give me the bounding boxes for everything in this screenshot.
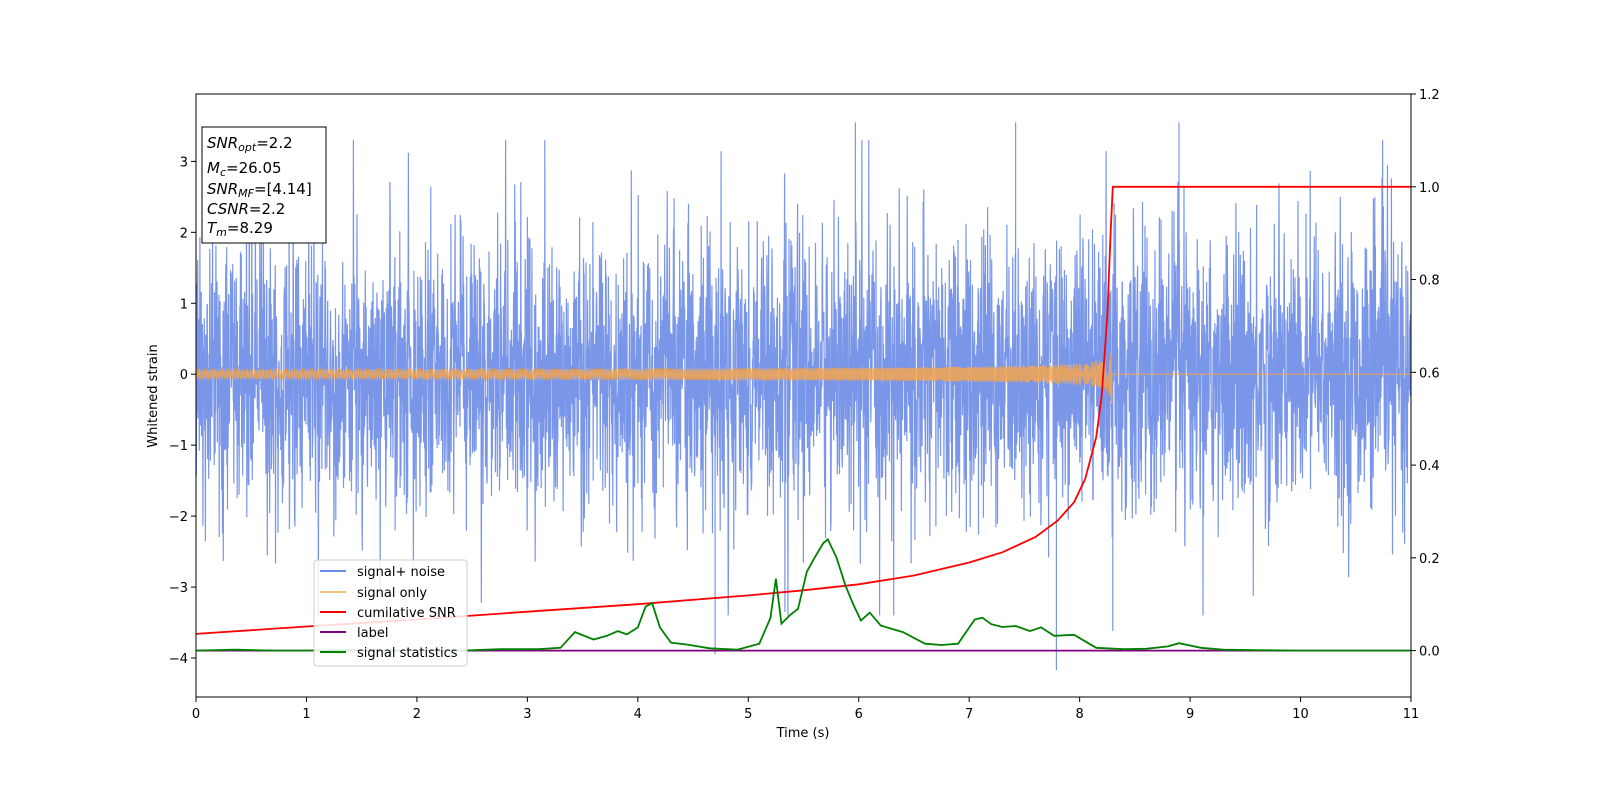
x-tick-label: 5 [744, 707, 752, 722]
left-y-tick-label: −2 [169, 510, 188, 525]
x-axis-label: Time (s) [776, 726, 830, 741]
x-axis: 0 1 2 3 4 5 6 7 8 9 10 11 [192, 697, 1419, 722]
x-tick-label: 10 [1292, 707, 1309, 722]
right-y-tick-label: 0.0 [1419, 645, 1440, 660]
x-tick-label: 4 [634, 707, 642, 722]
legend-item: cumilative SNR [320, 606, 456, 621]
x-tick-label: 3 [523, 707, 531, 722]
right-y-tick-label: 0.4 [1419, 459, 1440, 474]
legend-frame [313, 559, 468, 667]
series-cumulative-snr-line [196, 185, 1411, 635]
legend-label: label [357, 626, 388, 641]
info-chirp-mass: Mc=26.05 [207, 159, 282, 179]
left-y-tick-label: 3 [180, 155, 188, 170]
right-y-axis: 0.0 0.2 0.4 0.6 0.8 1.0 1.2 [1411, 88, 1440, 660]
right-y-tick-label: 0.8 [1419, 274, 1440, 289]
legend-label: signal+ noise [357, 565, 445, 580]
left-y-axis: −4 −3 −2 −1 0 1 2 3 [169, 155, 196, 667]
x-tick-label: 2 [413, 707, 421, 722]
right-y-tick-label: 1.0 [1419, 181, 1440, 196]
legend-label: signal only [357, 586, 427, 601]
info-merger-time: Tm=8.29 [207, 219, 273, 239]
x-tick-label: 1 [302, 707, 310, 722]
legend-label: signal statistics [357, 646, 458, 661]
right-y-tick-label: 0.2 [1419, 552, 1440, 567]
info-csnr: CSNR=2.2 [207, 200, 285, 218]
left-y-tick-label: −3 [169, 581, 188, 596]
legend-label: cumilative SNR [357, 606, 456, 621]
x-tick-label: 7 [965, 707, 973, 722]
left-y-tick-label: 0 [180, 368, 188, 383]
y-axis-label: Whitened strain [146, 344, 161, 447]
left-y-tick-label: −1 [169, 439, 188, 454]
series-signal-only-line [196, 352, 1411, 404]
left-y-tick-label: −4 [169, 652, 188, 667]
left-y-tick-label: 2 [180, 226, 188, 241]
legend-item: signal+ noise [320, 565, 445, 580]
right-y-tick-label: 0.6 [1419, 366, 1440, 381]
series-signal-statistics-line [196, 537, 1411, 652]
info-box: SNRopt=2.2 Mc=26.05 SNRMF=[4.14] CSNR=2.… [201, 126, 327, 244]
plot-frame [195, 93, 1412, 698]
x-tick-label: 6 [855, 707, 863, 722]
x-tick-label: 9 [1186, 707, 1194, 722]
x-tick-label: 8 [1075, 707, 1083, 722]
legend: signal+ noise signal only cumilative SNR… [313, 559, 468, 667]
x-tick-label: 11 [1403, 707, 1420, 722]
right-y-tick-label: 1.2 [1419, 88, 1440, 103]
legend-item: label [320, 626, 388, 641]
info-box-frame [201, 126, 327, 244]
info-snr-opt: SNRopt=2.2 [207, 134, 293, 154]
left-y-tick-label: 1 [180, 297, 188, 312]
legend-item: signal only [320, 586, 427, 601]
legend-item: signal statistics [320, 646, 458, 661]
x-tick-label: 0 [192, 707, 200, 722]
info-snr-mf: SNRMF=[4.14] [207, 180, 312, 200]
plot-series-layer [196, 122, 1411, 670]
